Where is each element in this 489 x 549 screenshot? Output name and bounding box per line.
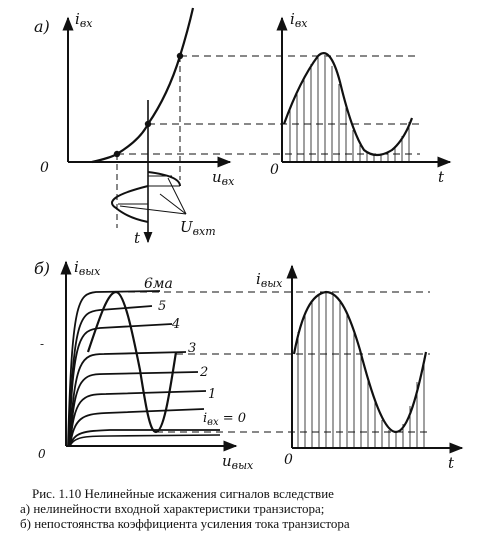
b-curve-0c [69,434,221,447]
b-wave-curve [292,290,428,434]
b-curve-label-6: 6ма [144,276,173,292]
b-left-tick: - [40,337,44,351]
b-curve-2 [69,371,199,447]
b-output-origin: 0 [38,447,46,461]
b-curve-1 [69,390,207,447]
caption-line-1: Рис. 1.10 Нелинейные искажения сигналов … [32,486,334,501]
a-wave-curve [282,52,414,157]
caption-line-2: а) нелинейности входной характеристики т… [20,501,325,516]
b-load-sine [86,290,178,434]
a-input-curve [91,7,195,164]
b-curve-0a [69,408,205,447]
a-amp-pointer-3 [119,205,187,215]
a-input-sine-right [147,171,181,187]
b-curve-0b [69,429,220,447]
b-wave-y-label: iвых [256,270,283,290]
b-curve-label-1: 1 [208,387,216,402]
b-curve-label-2: 2 [199,365,208,380]
b-curve-label-3: 3 [188,341,196,356]
b-wave-hatch [297,292,425,448]
a-input-origin: 0 [40,160,49,176]
a-wave-y-label: iвх [290,10,308,30]
a-amp-pointer-1 [159,193,187,215]
panel-a: а) iвх uвх 0 t Uвхm iвх [34,7,452,247]
caption-line-3: б) непостоянства коэффициента усиления т… [20,516,350,531]
a-wave-origin: 0 [270,162,279,178]
a-wave-t-label: t [438,168,445,186]
b-wave-t-label: t [448,454,455,472]
a-time-label: t [134,229,141,247]
b-curve-label-4: 4 [171,317,180,332]
a-wave-hatch [289,56,410,162]
panel-b-label: б) [34,259,50,278]
a-input-y-label: iвх [75,10,93,30]
b-curve-label-0: iвх = 0 [203,411,246,428]
a-amp-label: Uвхm [180,218,216,238]
a-input-x-label: uвх [212,168,235,188]
b-curve-label-5: 5 [158,299,166,314]
a-input-sine-left [111,185,149,223]
b-output-y-label: iвых [74,258,101,278]
panel-b: б) iвых uвых 0 - 6ма 5 4 3 2 1 iвх = 0 [34,258,464,472]
a-amp-pointer-2 [167,177,187,215]
b-wave-origin: 0 [284,452,293,468]
figure-caption: Рис. 1.10 Нелинейные искажения сигналов … [20,486,475,531]
panel-a-label: а) [34,17,50,36]
b-curve-4 [68,323,173,447]
b-curve-6 [67,290,161,447]
b-output-x-label: uвых [222,452,254,472]
